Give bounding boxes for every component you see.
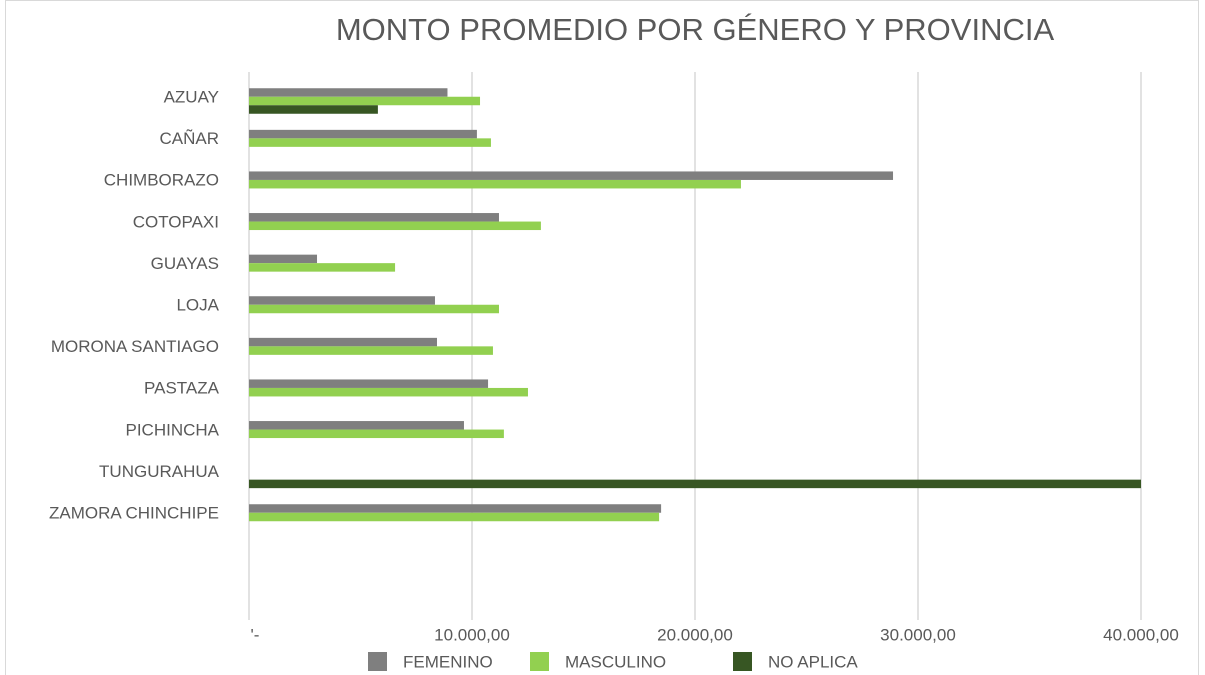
bar bbox=[249, 512, 660, 522]
bar bbox=[249, 479, 1141, 489]
x-tick-label: 20.000,00 bbox=[657, 625, 733, 644]
legend-swatch bbox=[733, 652, 752, 671]
y-tick-label: CAÑAR bbox=[159, 129, 219, 148]
bar bbox=[249, 213, 499, 222]
x-tick-label: 30.000,00 bbox=[880, 625, 956, 644]
bar bbox=[249, 96, 481, 106]
bar bbox=[249, 337, 437, 347]
bar bbox=[249, 504, 662, 513]
bar bbox=[249, 387, 528, 397]
x-tick-label: '- bbox=[251, 625, 260, 644]
chart-frame bbox=[5, 0, 1199, 675]
legend-label: MASCULINO bbox=[565, 652, 666, 671]
legend-swatch bbox=[368, 652, 387, 671]
y-tick-label: GUAYAS bbox=[151, 254, 219, 273]
y-tick-label: AZUAY bbox=[164, 87, 219, 106]
legend-swatch bbox=[530, 652, 549, 671]
bar bbox=[249, 263, 396, 272]
bar bbox=[249, 421, 464, 430]
bar bbox=[249, 379, 489, 388]
bar bbox=[249, 429, 504, 439]
bar bbox=[249, 105, 378, 114]
y-tick-label: MORONA SANTIAGO bbox=[51, 337, 219, 356]
y-tick-label: PASTAZA bbox=[144, 379, 220, 398]
bar bbox=[249, 129, 477, 139]
bar bbox=[249, 171, 894, 180]
x-tick-label: 40.000,00 bbox=[1103, 625, 1179, 644]
legend-label: FEMENINO bbox=[403, 652, 493, 671]
bar bbox=[249, 221, 541, 231]
bar bbox=[249, 138, 491, 147]
y-tick-label: COTOPAXI bbox=[133, 212, 219, 231]
bar bbox=[249, 346, 493, 355]
y-tick-label: TUNGURAHUA bbox=[99, 462, 220, 481]
x-tick-label: 10.000,00 bbox=[434, 625, 510, 644]
y-tick-label: ZAMORA CHINCHIPE bbox=[49, 503, 219, 522]
bar bbox=[249, 179, 741, 189]
bar bbox=[249, 296, 435, 305]
y-tick-label: PICHINCHA bbox=[125, 420, 219, 439]
bar bbox=[249, 88, 448, 97]
legend-label: NO APLICA bbox=[768, 652, 858, 671]
chart-title: MONTO PROMEDIO POR GÉNERO Y PROVINCIA bbox=[336, 12, 1055, 47]
bar bbox=[249, 254, 318, 264]
y-tick-label: LOJA bbox=[176, 295, 219, 314]
y-tick-label: CHIMBORAZO bbox=[104, 171, 219, 190]
bar bbox=[249, 304, 499, 314]
